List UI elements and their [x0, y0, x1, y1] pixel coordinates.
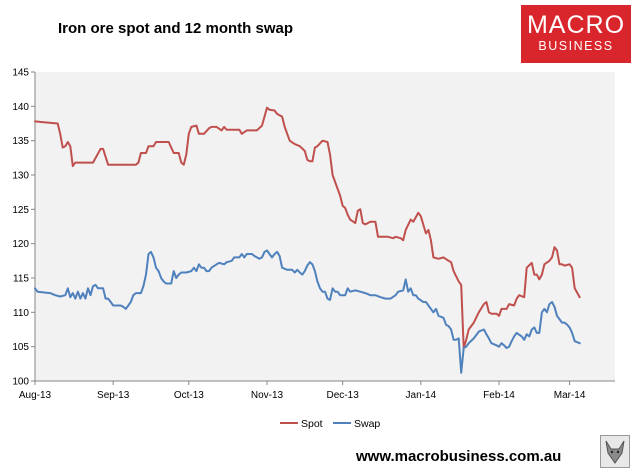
y-tick-label: 140	[12, 102, 29, 113]
x-axis-ticks: Aug-13 Sep-13 Oct-13 Nov-13 Dec-13 Jan-14 Feb-…	[19, 381, 586, 401]
plot-area	[35, 72, 615, 381]
x-tick-label: Oct-13	[174, 390, 204, 401]
y-tick-label: 105	[12, 342, 29, 353]
y-tick-label: 125	[12, 205, 29, 216]
macrobusiness-logo: MACRO BUSINESS	[521, 5, 631, 63]
x-tick-label: Jan-14	[406, 390, 437, 401]
y-tick-label: 110	[13, 308, 29, 319]
y-tick-label: 135	[12, 136, 29, 147]
x-tick-label: Aug-13	[19, 390, 52, 401]
y-tick-label: 100	[12, 377, 29, 388]
line-chart: 100 105 110 115 120 125 130 135 140 145 Aug-13 Sep…	[12, 68, 615, 430]
legend-label-spot: Spot	[301, 418, 323, 430]
legend-label-swap: Swap	[354, 418, 380, 430]
x-tick-label: Nov-13	[251, 390, 284, 401]
chart-title: Iron ore spot and 12 month swap	[58, 20, 294, 37]
fox-logo-icon	[600, 435, 630, 468]
y-tick-label: 120	[12, 239, 29, 250]
y-tick-label: 115	[13, 274, 29, 285]
series-line-spot	[34, 106, 581, 349]
y-tick-label: 130	[12, 171, 29, 182]
legend: Spot Swap	[280, 418, 380, 430]
x-tick-label: Mar-14	[554, 390, 586, 401]
y-axis-ticks: 100 105 110 115 120 125 130 135 140 145	[12, 68, 35, 388]
footer-url: www.macrobusiness.com.au	[356, 448, 562, 465]
x-tick-label: Feb-14	[483, 390, 515, 401]
y-tick-label: 145	[12, 68, 29, 79]
series-lines	[34, 106, 581, 374]
x-tick-label: Sep-13	[97, 390, 130, 401]
logo-line-2: BUSINESS	[538, 39, 614, 53]
series-line-swap	[34, 249, 581, 374]
logo-line-1: MACRO	[526, 11, 626, 39]
x-tick-label: Dec-13	[327, 390, 360, 401]
